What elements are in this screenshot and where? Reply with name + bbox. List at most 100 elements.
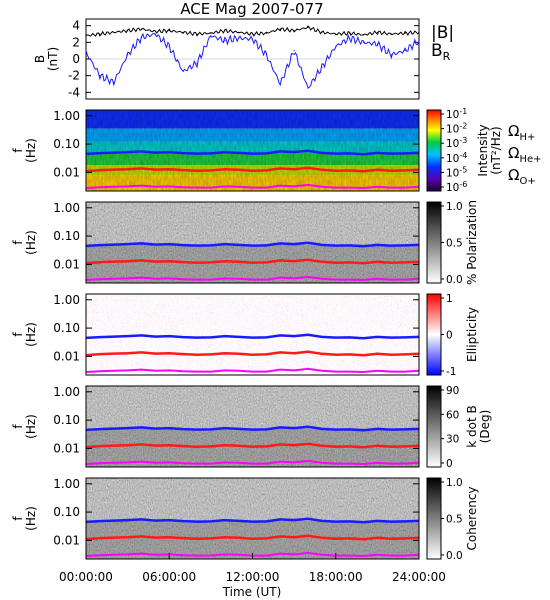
legend-radial-sub: R — [443, 50, 451, 63]
panel-frame — [85, 201, 420, 284]
colorbar-tick-base: 10 — [446, 124, 459, 136]
colorbar-tick-exp: -2 — [459, 122, 467, 131]
f-ylabel-unit: (Hz) — [24, 322, 38, 347]
x-tick-label: 00:00:00 — [59, 570, 113, 584]
x-tick-label: 18:00:00 — [309, 570, 363, 584]
panel-magnetic-field: 420-2-4 B (nT) |B| BR — [33, 18, 454, 100]
f-ytick-label: 0.10 — [53, 229, 80, 243]
colorbar-tick-label: 30 — [446, 434, 459, 446]
panel-frame — [85, 293, 420, 376]
panel-intensity: 1.000.100.01f (Hz)10-110-210-310-410-510-… — [11, 107, 542, 194]
data-point — [85, 51, 87, 53]
o-plus-gyro-line — [85, 275, 420, 282]
colorbar-tick-label: 0.5 — [446, 514, 463, 526]
colorbar-tick-exp: -6 — [459, 180, 467, 189]
f-ylabel-main: f — [11, 240, 25, 245]
x-tick-label: 06:00:00 — [142, 570, 196, 584]
colorbar-tick-exp: -3 — [459, 136, 467, 145]
colorbar-tick-label: 0.5 — [446, 238, 463, 250]
colorbar-tick-base: 10 — [446, 138, 459, 150]
colorbar-label: % Polarization — [465, 200, 479, 285]
colorbar-tick-label: 60 — [446, 409, 459, 421]
data-point — [321, 66, 323, 68]
colorbar-tick-label: 10-1 — [446, 107, 467, 121]
data-point — [99, 33, 101, 35]
f-ytick-label: 1.00 — [53, 293, 80, 307]
data-point — [182, 31, 184, 33]
f-ytick-label: 0.01 — [53, 165, 80, 179]
data-point — [154, 33, 156, 35]
h-plus-gyro-line — [85, 517, 420, 524]
gyro-legend-symbol: Ω — [508, 122, 519, 140]
data-point — [251, 33, 254, 35]
colorbar-tick-label: 1.0 — [446, 477, 463, 489]
data-point — [265, 54, 267, 56]
colorbar-tick-exp: -1 — [459, 107, 467, 116]
data-point — [390, 54, 392, 56]
o-plus-gyro-line — [85, 367, 420, 374]
b-ytick-label: 0 — [72, 52, 80, 66]
data-point — [390, 33, 392, 35]
f-ylabel-main: f — [11, 332, 25, 337]
data-point — [251, 38, 254, 40]
f-ytick-label: 0.01 — [53, 349, 80, 363]
b-ytick-label: -4 — [68, 85, 80, 99]
data-point — [265, 32, 267, 34]
data-point — [335, 45, 337, 48]
f-ytick-label: 0.01 — [53, 257, 80, 271]
colorbar-label: k dot B — [465, 405, 479, 447]
data-point — [376, 31, 378, 33]
colorbar-tick-label: 10-5 — [446, 165, 467, 179]
colorbar-tick-label: 90 — [446, 385, 459, 397]
data-point — [349, 32, 351, 34]
series-total-b — [85, 25, 420, 37]
colorbar-label: Coherency — [465, 486, 479, 550]
data-point — [224, 30, 226, 32]
f-ytick-label: 0.10 — [53, 413, 80, 427]
data-point — [293, 50, 295, 52]
legend-radial-main: B — [431, 41, 443, 61]
colorbar-tick-label: 0 — [446, 458, 453, 470]
colorbar-tick-base: 10 — [446, 109, 459, 121]
data-point — [154, 30, 156, 33]
b-ylabel-main: B — [33, 55, 47, 63]
colorbar — [426, 477, 442, 560]
colorbar-unit: (nT²/Hz) — [489, 126, 503, 174]
colorbar — [426, 385, 442, 468]
colorbar-tick-label: 0.0 — [446, 550, 463, 562]
panel-polarization: 1.00 0.10 0.01 f (Hz) 1.0 0.5 0.0% Polarization — [11, 200, 479, 286]
data-point — [113, 31, 115, 33]
f-ylabel-main: f — [11, 424, 25, 429]
data-point — [362, 34, 365, 36]
he-plus-gyro-line — [85, 534, 420, 541]
data-point — [168, 45, 170, 48]
colorbar-tick-base: 10 — [446, 153, 459, 165]
f-ylabel-unit: (Hz) — [24, 414, 38, 439]
colorbar-unit: (Deg) — [478, 410, 492, 444]
f-ytick-label: 1.00 — [53, 109, 80, 123]
colorbar-tick-label: 0.0 — [446, 274, 463, 286]
chart-title: ACE Mag 2007-077 — [180, 0, 323, 18]
data-point — [127, 30, 129, 32]
f-ytick-label: 0.10 — [53, 321, 80, 335]
panel-k-dot-b: 1.00 0.10 0.01 f (Hz) 90 60 30 0 k dot B (Deg) — [11, 385, 492, 470]
data-point — [404, 32, 406, 34]
b-ylabel: B (nT) — [33, 47, 60, 71]
data-point — [85, 35, 87, 37]
o-plus-gyro-line — [85, 183, 420, 190]
colorbar-tick-label: 10-4 — [446, 151, 467, 165]
panel-frame — [85, 109, 420, 192]
h-plus-gyro-line — [85, 333, 420, 340]
colorbar — [426, 293, 442, 376]
gyro-legend-sub: O+ — [519, 176, 535, 187]
data-point — [404, 50, 406, 52]
data-point — [182, 70, 184, 73]
colorbar-tick-label: 0 — [446, 330, 453, 342]
data-point — [127, 54, 129, 56]
colorbar-label: Ellipticity — [465, 307, 479, 362]
data-point — [376, 43, 378, 45]
data-point — [418, 31, 420, 33]
colorbar — [426, 201, 442, 284]
data-point — [307, 87, 309, 89]
data-point — [279, 83, 281, 85]
